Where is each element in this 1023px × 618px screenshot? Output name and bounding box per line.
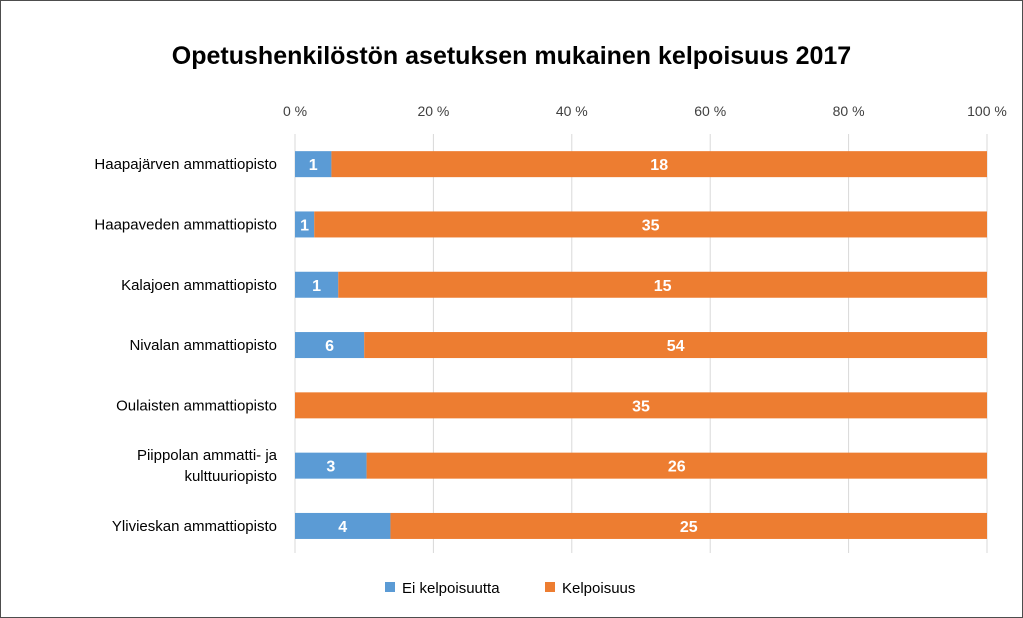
category-label: Kalajoen ammattiopisto — [121, 277, 277, 294]
bar-data-label: 26 — [668, 459, 686, 476]
bar-segment — [331, 151, 988, 178]
category-label: Ylivieskan ammattiopisto — [112, 518, 277, 535]
x-tick-label: 0 % — [283, 103, 307, 119]
bar-segment — [338, 271, 987, 298]
bar-data-label: 54 — [667, 338, 685, 355]
chart-title: Opetushenkilöstön asetuksen mukainen kel… — [171, 42, 852, 70]
bar-segment — [366, 452, 988, 479]
bar-segment — [295, 392, 987, 419]
bar-data-label: 1 — [312, 278, 321, 295]
category-label: kulttuuriopisto — [184, 468, 277, 485]
category-label: Haapaveden ammattiopisto — [94, 216, 277, 233]
bar-segment — [295, 452, 367, 479]
legend-swatch — [385, 582, 395, 592]
legend-label: Kelpoisuus — [562, 580, 635, 597]
x-tick-label: 60 % — [694, 103, 726, 119]
bar-segment — [295, 512, 391, 539]
legend-label: Ei kelpoisuutta — [402, 580, 500, 597]
legend-swatch — [545, 582, 555, 592]
x-tick-label: 20 % — [417, 103, 449, 119]
bar-data-label: 35 — [632, 398, 650, 415]
bar-data-label: 6 — [325, 338, 334, 355]
x-tick-label: 100 % — [967, 103, 1007, 119]
bar-data-label: 4 — [338, 519, 347, 536]
bar-segment — [295, 211, 315, 238]
bar-data-label: 1 — [300, 217, 309, 234]
bar-data-label: 18 — [650, 157, 668, 174]
bar-segment — [295, 271, 339, 298]
category-label: Nivalan ammattiopisto — [129, 337, 277, 354]
category-label: Piippolan ammatti- ja — [137, 447, 278, 464]
bar-data-label: 3 — [326, 459, 335, 476]
bar-data-label: 1 — [309, 157, 318, 174]
bar-segment — [390, 512, 988, 539]
bar-data-label: 25 — [680, 519, 698, 536]
bar-segment — [314, 211, 987, 238]
x-tick-label: 40 % — [556, 103, 588, 119]
bar-data-label: 35 — [642, 217, 660, 234]
bar-segment — [295, 151, 332, 178]
category-label: Haapajärven ammattiopisto — [94, 156, 277, 173]
bar-segment — [295, 332, 365, 359]
x-tick-label: 80 % — [833, 103, 865, 119]
category-label: Oulaisten ammattiopisto — [116, 397, 277, 414]
bar-segment — [364, 332, 987, 359]
bar-data-label: 15 — [654, 278, 672, 295]
